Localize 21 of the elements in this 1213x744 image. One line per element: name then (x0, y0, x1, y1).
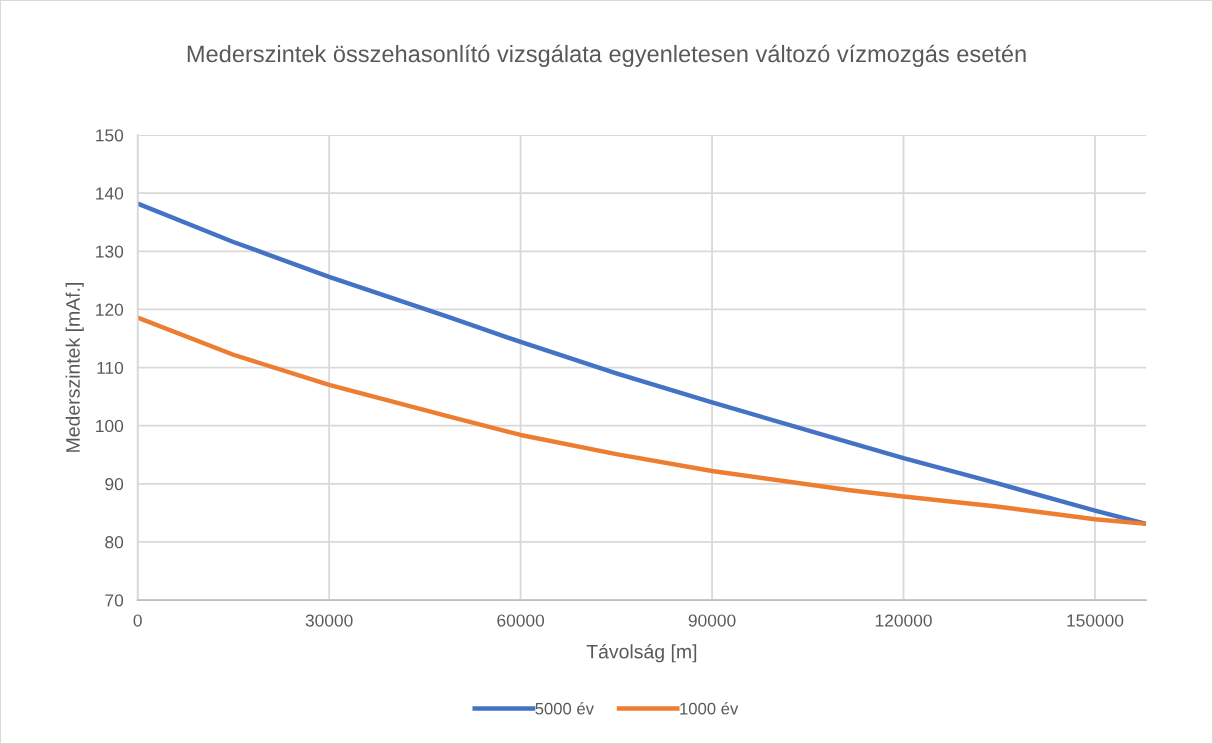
x-tick-label: 30000 (305, 614, 353, 627)
y-axis-title: Mederszintek [mAf.] (65, 283, 84, 452)
x-axis-title: Távolság [m] (586, 644, 697, 663)
chart-title: Mederszintek összehasonlító vizsgálata egyenletesen változó vízmozgás esetén (187, 44, 1026, 67)
y-tick-label: 90 (105, 477, 124, 491)
y-tick-label: 130 (96, 245, 124, 258)
y-tick-label: 150 (96, 129, 124, 142)
y-tick-label: 80 (105, 536, 124, 549)
legend-label: 1000 év (680, 702, 739, 715)
x-tick-label: 60000 (497, 614, 545, 627)
x-tick-label: 0 (133, 614, 142, 627)
y-tick-label: 120 (96, 303, 124, 316)
x-tick-label: 90000 (688, 614, 736, 627)
y-tick-label: 140 (96, 187, 124, 200)
legend-label: 5000 év (535, 702, 594, 715)
y-tick-label: 100 (96, 419, 124, 433)
line-series (137, 315, 1147, 527)
y-tick-label: 110 (97, 361, 124, 374)
x-tick-label: 120000 (875, 614, 932, 627)
x-tick-label: 150000 (1067, 614, 1124, 627)
y-tick-label: 70 (105, 594, 124, 607)
